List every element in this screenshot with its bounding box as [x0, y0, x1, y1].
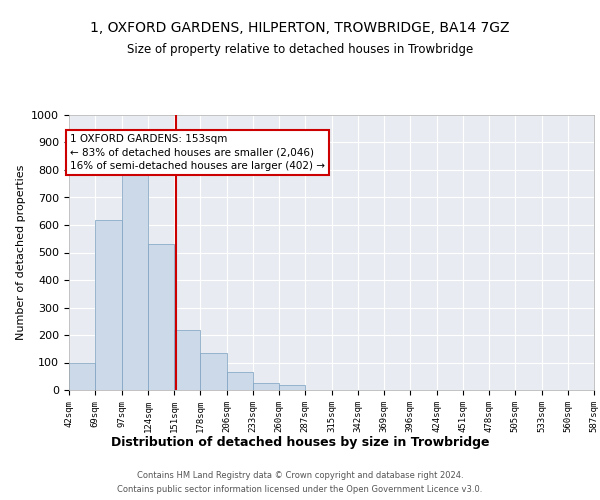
- Bar: [200, 353, 227, 390]
- Y-axis label: Number of detached properties: Number of detached properties: [16, 165, 26, 340]
- Bar: [280, 384, 305, 390]
- Text: Size of property relative to detached houses in Trowbridge: Size of property relative to detached ho…: [127, 44, 473, 57]
- Text: Contains public sector information licensed under the Open Government Licence v3: Contains public sector information licen…: [118, 484, 482, 494]
- Text: Contains HM Land Registry data © Crown copyright and database right 2024.: Contains HM Land Registry data © Crown c…: [137, 472, 463, 480]
- Text: 1 OXFORD GARDENS: 153sqm
← 83% of detached houses are smaller (2,046)
16% of sem: 1 OXFORD GARDENS: 153sqm ← 83% of detach…: [70, 134, 325, 170]
- Bar: [70, 362, 95, 390]
- Bar: [227, 372, 253, 390]
- Bar: [95, 220, 122, 390]
- Text: Distribution of detached houses by size in Trowbridge: Distribution of detached houses by size …: [111, 436, 489, 449]
- Bar: [175, 330, 200, 390]
- Bar: [253, 383, 278, 390]
- Bar: [148, 244, 173, 390]
- Text: 1, OXFORD GARDENS, HILPERTON, TROWBRIDGE, BA14 7GZ: 1, OXFORD GARDENS, HILPERTON, TROWBRIDGE…: [90, 20, 510, 34]
- Bar: [122, 173, 148, 390]
